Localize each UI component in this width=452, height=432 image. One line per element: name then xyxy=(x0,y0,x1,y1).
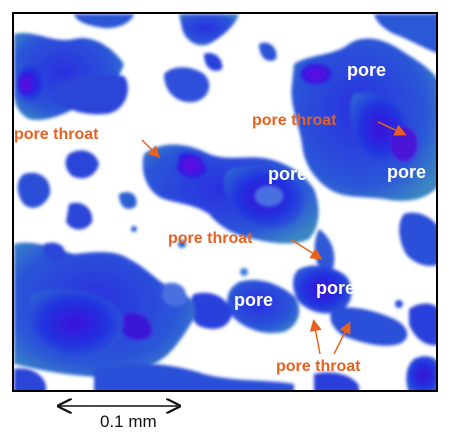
pore-region-bottom-left xyxy=(14,242,196,377)
pore-label: pore xyxy=(347,60,387,80)
scale-bar-label: 0.1 mm xyxy=(100,412,157,431)
pore-throat-label: pore throat xyxy=(14,126,99,143)
pore-throat-label: pore throat xyxy=(168,230,253,247)
pore-region-top-left xyxy=(14,32,128,120)
micro-ct-image: pore pore pore pore pore pore throat por… xyxy=(12,12,438,392)
pore-network-rendering xyxy=(14,14,436,390)
scale-bar xyxy=(56,396,186,430)
pore-region-right xyxy=(399,212,436,390)
pore-region-left-mid xyxy=(17,150,137,230)
pore-label: pore xyxy=(316,278,356,298)
pore-throat-label: pore throat xyxy=(276,358,361,375)
pore-label: pore xyxy=(387,162,427,182)
pore-fragments xyxy=(131,226,414,308)
pore-region-center xyxy=(142,144,319,244)
pore-region-bottom-strip xyxy=(14,363,359,390)
pore-label: pore xyxy=(268,164,308,184)
pore-region-top-center xyxy=(74,14,277,103)
pore-region-top-right xyxy=(291,14,436,201)
pore-label: pore xyxy=(234,290,274,310)
pore-throat-label: pore throat xyxy=(252,112,337,129)
pore-region-bottom-center xyxy=(189,265,408,346)
